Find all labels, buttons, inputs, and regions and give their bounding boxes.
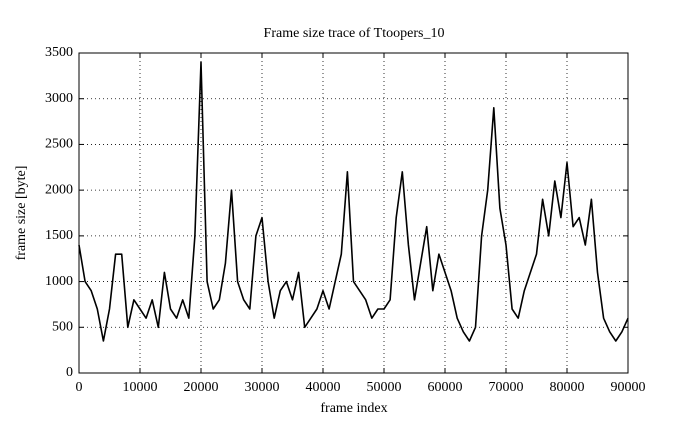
x-tick-label: 80000 <box>550 380 585 395</box>
y-tick-label: 2000 <box>45 182 73 197</box>
y-tick-label: 2500 <box>45 137 73 152</box>
x-tick-label: 90000 <box>611 380 646 395</box>
plot-frame <box>78 52 629 374</box>
x-axis-label: frame index <box>320 401 387 416</box>
x-tick-label: 70000 <box>489 380 524 395</box>
y-axis-label: frame size [byte] <box>14 166 29 261</box>
chart-title: Frame size trace of Ttoopers_10 <box>264 26 445 41</box>
y-tick-label: 3500 <box>45 45 73 60</box>
x-tick-label: 0 <box>76 380 83 395</box>
y-tick-label: 1500 <box>45 228 73 243</box>
y-tick-label: 0 <box>66 365 73 380</box>
x-tick-label: 10000 <box>123 380 158 395</box>
x-tick-label: 30000 <box>245 380 280 395</box>
x-tick-label: 60000 <box>428 380 463 395</box>
x-tick-label: 20000 <box>184 380 219 395</box>
x-tick-label: 50000 <box>367 380 402 395</box>
x-tick-label: 40000 <box>306 380 341 395</box>
y-tick-label: 500 <box>52 320 73 335</box>
line-series <box>78 61 629 342</box>
y-tick-label: 3000 <box>45 91 73 106</box>
y-tick-label: 1000 <box>45 274 73 289</box>
